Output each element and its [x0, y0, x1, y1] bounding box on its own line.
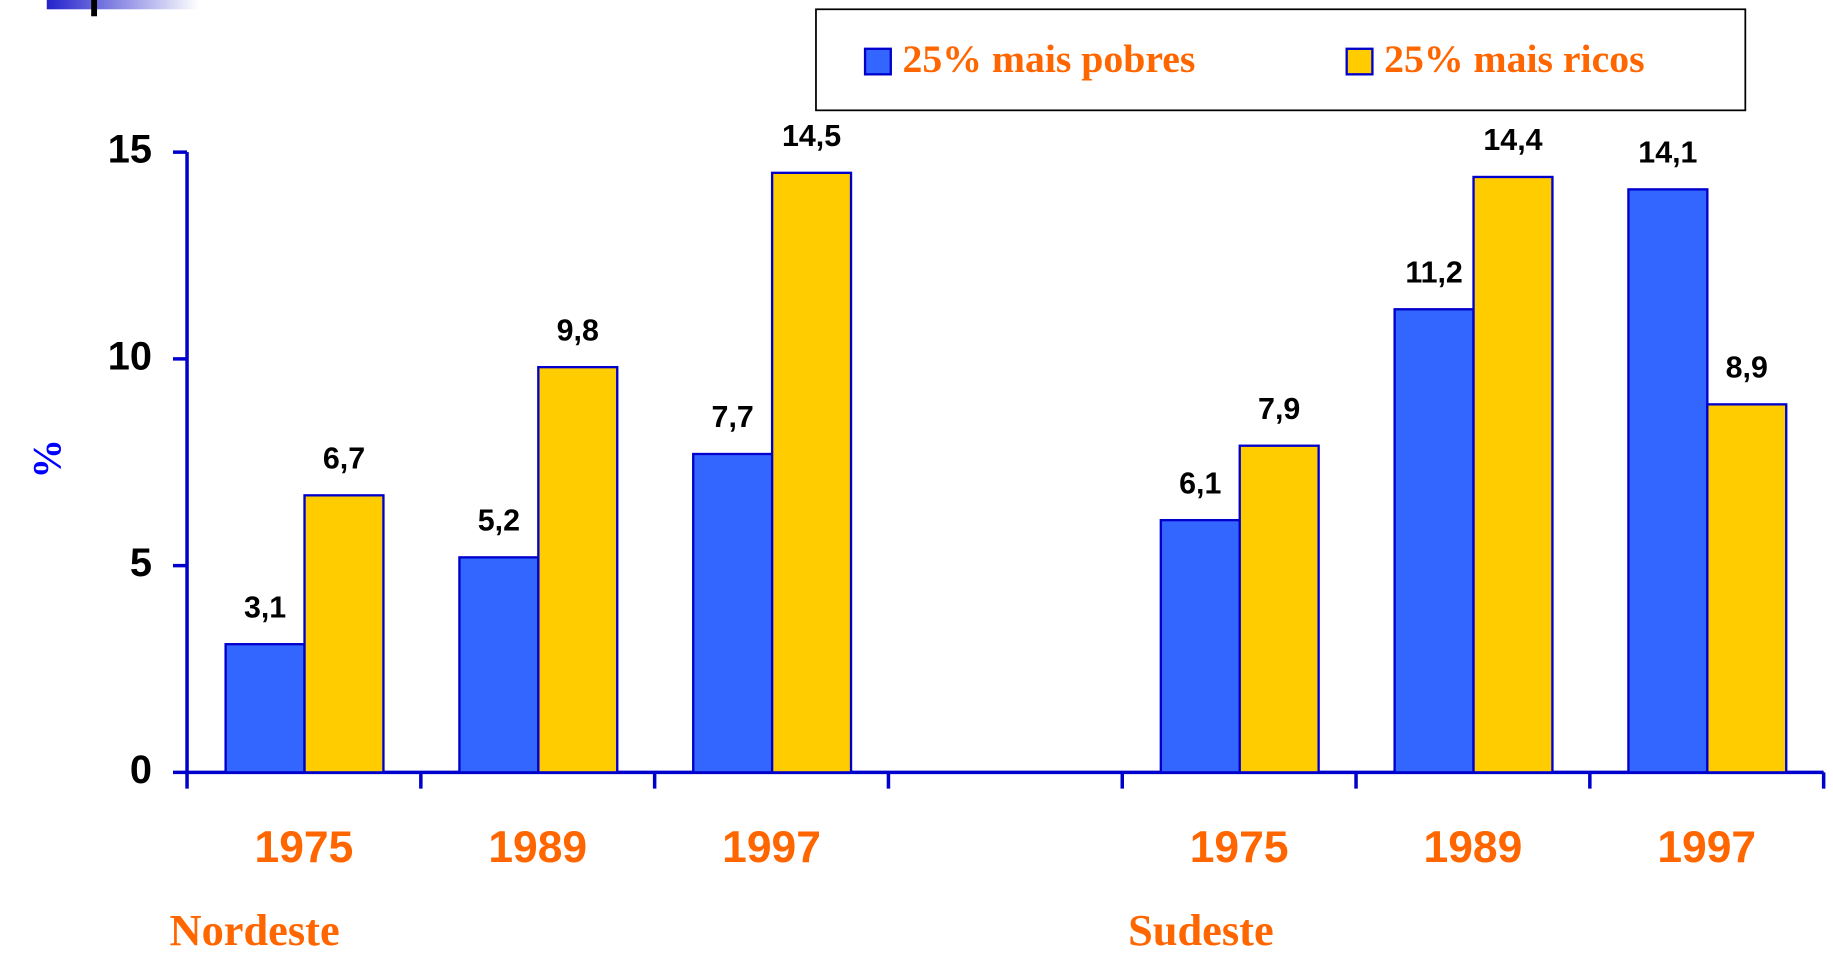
bar: [537, 365, 619, 774]
bar: [770, 171, 853, 774]
value-label: 11,2: [1405, 256, 1462, 289]
bar: [458, 556, 540, 774]
legend-box: [815, 8, 1747, 112]
group-label: Nordeste: [170, 906, 340, 955]
bar: [224, 643, 306, 774]
y-tick-label: 0: [130, 748, 152, 792]
decoration: [46, 0, 199, 10]
value-label: 3,1: [244, 591, 286, 624]
value-label: 5,2: [478, 505, 520, 538]
value-label: 7,9: [1258, 393, 1300, 426]
legend-swatch: [1345, 47, 1374, 76]
value-label: 6,1: [1179, 467, 1221, 500]
value-label: 9,8: [557, 314, 599, 347]
bar: [1159, 518, 1241, 774]
legend-label: 25% mais ricos: [1384, 37, 1644, 81]
x-tick-label: 1997: [722, 823, 821, 872]
x-tick-label: 1989: [1424, 823, 1523, 872]
value-label: 6,7: [323, 443, 365, 476]
bar: [1706, 403, 1788, 774]
group-label: Sudeste: [1128, 906, 1274, 955]
x-tick-label: 1975: [1190, 823, 1289, 872]
y-axis-label: %: [25, 439, 69, 478]
y-tick-label: 5: [130, 541, 152, 585]
bar: [303, 494, 385, 774]
value-label: 14,1: [1638, 137, 1697, 170]
x-tick-label: 1989: [488, 823, 587, 872]
bar: [1472, 175, 1554, 774]
bar: [692, 452, 774, 774]
y-tick-label: 15: [108, 128, 152, 172]
bar: [1393, 308, 1475, 774]
legend-label: 25% mais pobres: [902, 37, 1195, 81]
decoration: [91, 0, 98, 17]
bar: [1238, 444, 1320, 774]
y-tick-label: 10: [108, 334, 152, 378]
x-tick-label: 1975: [255, 823, 354, 872]
x-tick-label: 1997: [1657, 823, 1756, 872]
legend-swatch: [863, 47, 892, 76]
value-label: 8,9: [1726, 352, 1768, 385]
value-label: 14,4: [1483, 124, 1542, 157]
value-label: 7,7: [712, 401, 754, 434]
bar: [1627, 188, 1709, 774]
value-label: 14,5: [782, 120, 841, 153]
